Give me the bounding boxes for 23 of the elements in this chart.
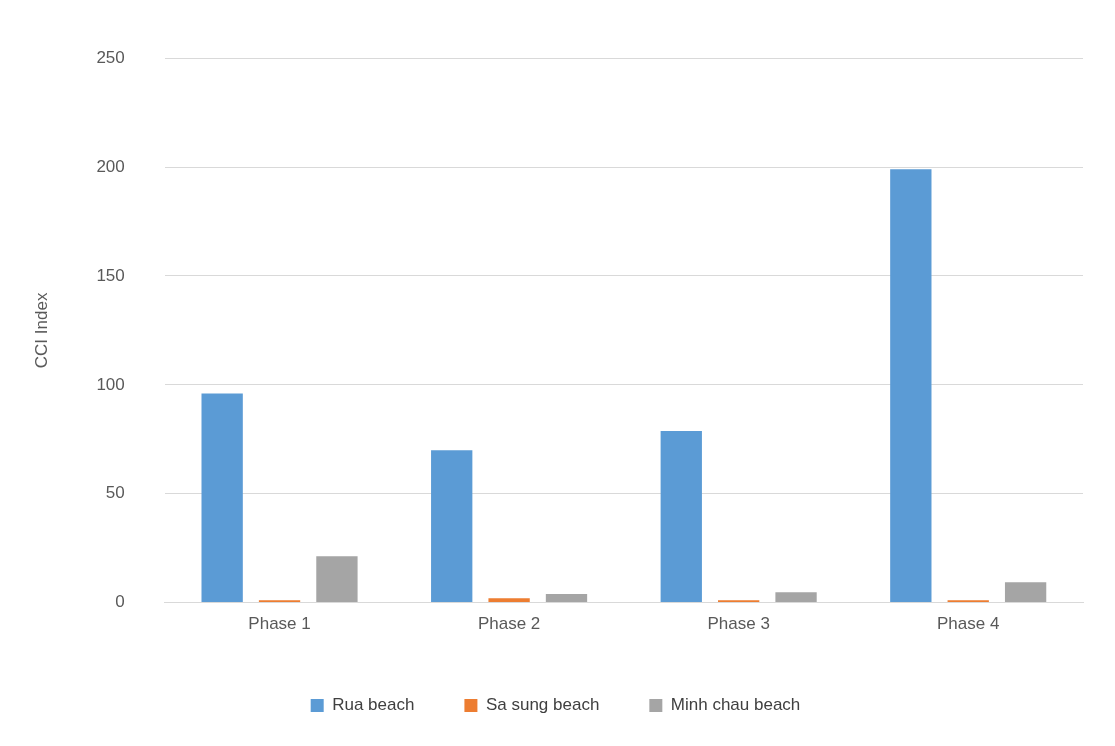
legend-label: Sa sung beach (485, 695, 600, 715)
bar (201, 393, 243, 603)
y-tick-label: 150 (96, 265, 125, 285)
bar (488, 598, 530, 603)
bar (316, 556, 358, 603)
x-tick-label: Phase 4 (937, 614, 1000, 634)
bar (431, 450, 473, 603)
y-axis-title: CCI Index (31, 292, 51, 369)
y-tick-label: 50 (105, 483, 125, 503)
bar (775, 592, 817, 603)
y-tick-label: 0 (115, 592, 125, 612)
legend-label: Rua beach (332, 695, 415, 715)
y-tick-label: 200 (96, 156, 125, 176)
x-tick-label: Phase 3 (707, 614, 770, 634)
bar (890, 169, 932, 603)
bar (660, 431, 702, 603)
bar (545, 593, 588, 603)
legend-label: Minh chau beach (670, 695, 801, 715)
y-tick-label: 250 (96, 47, 125, 67)
bar (1004, 582, 1047, 603)
x-tick-label: Phase 2 (477, 614, 541, 634)
y-tick-label: 100 (96, 374, 125, 394)
x-tick-label: Phase 1 (248, 614, 311, 634)
